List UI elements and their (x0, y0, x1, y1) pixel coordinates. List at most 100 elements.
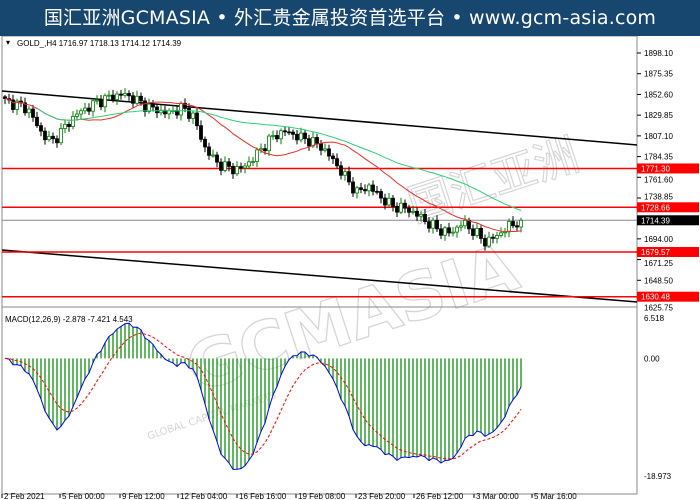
candle-body (331, 155, 335, 160)
candle-body (363, 189, 367, 192)
candle-body (283, 130, 287, 133)
time-tick-label: 26 Feb 12:00 (416, 492, 464, 500)
candle-body (111, 94, 115, 100)
candle-body (135, 95, 139, 104)
candle-body (511, 221, 515, 227)
price-level-label: 1728.66 (641, 203, 670, 212)
time-tick-label: 16 Feb 16:00 (239, 492, 287, 500)
price-level-label: 1679.57 (641, 248, 670, 257)
candle-body (355, 187, 359, 194)
candle-body (235, 166, 239, 175)
price-tick-label: 1898.10 (644, 49, 673, 58)
current-price-tag (637, 215, 699, 226)
price-tick-label: 1625.75 (644, 304, 673, 313)
candle-body (515, 225, 519, 228)
macd-tick-label: 0.00 (644, 354, 660, 363)
candle-body (439, 228, 443, 236)
macd-line (4, 322, 522, 470)
candle-body (359, 187, 363, 190)
candle-body (419, 213, 423, 217)
symbol-dropdown-icon[interactable]: ▾ (6, 38, 10, 47)
price-tick-label: 1875.35 (644, 70, 673, 79)
candle-body (199, 125, 203, 140)
moving-average-line (36, 108, 522, 211)
candle-body (431, 219, 435, 229)
candle-body (339, 165, 343, 176)
candle-body (459, 225, 463, 228)
candle-body (295, 133, 299, 141)
time-tick-label: 9 Feb 12:00 (122, 492, 165, 500)
candle-body (63, 123, 67, 129)
candle-body (519, 219, 523, 228)
candle-body (247, 161, 251, 167)
candle-body (227, 161, 231, 167)
candle-body (427, 221, 431, 229)
candle-body (103, 95, 107, 108)
candle-body (95, 99, 99, 102)
macd-signal-line (4, 332, 522, 460)
macd-label: MACD(12,26,9) -2.878 -7.421 4.543 (5, 315, 133, 324)
broker-banner: 国汇亚洲GCMASIA • 外汇贵金属投资首选平台 • www.gcm-asia… (0, 0, 700, 36)
candle-body (255, 149, 259, 162)
upper-trendline (1, 90, 638, 146)
price-level-tag (637, 163, 699, 174)
candle-body (475, 228, 479, 236)
macd-tick-label: 6.518 (644, 314, 665, 323)
candle-body (407, 207, 411, 213)
time-tick-label: 2 Feb 2021 (4, 492, 45, 500)
price-tick-label: 1648.50 (644, 276, 673, 285)
time-tick-label: 3 Mar 00:00 (476, 492, 519, 500)
price-panel (1, 88, 638, 303)
candle-body (91, 100, 95, 112)
price-tick-label: 1807.10 (644, 132, 673, 141)
candle-body (279, 130, 283, 140)
candle-body (379, 191, 383, 199)
candle-body (395, 205, 399, 213)
candle-body (375, 190, 379, 193)
candle-body (319, 142, 323, 151)
candle-body (151, 103, 155, 108)
candle-body (119, 93, 123, 96)
candle-body (15, 100, 19, 110)
candle-body (383, 197, 387, 206)
candle-body (455, 226, 459, 233)
candle-body (35, 116, 39, 127)
moving-average-line (4, 98, 522, 233)
candle-body (179, 102, 183, 116)
candle-body (139, 95, 143, 102)
candle-body (55, 138, 59, 144)
macd-tick-label: -18.973 (644, 472, 672, 481)
candle-body (191, 112, 195, 119)
candle-body (195, 112, 199, 127)
candle-body (263, 148, 267, 152)
price-chart[interactable]: GCMASIA 国汇亚洲 GLOBAL CAPITAL MARKETS 1898… (0, 36, 700, 500)
candle-body (303, 132, 307, 140)
candle-body (443, 227, 447, 236)
candle-body (435, 219, 439, 230)
candle-body (463, 219, 467, 227)
candle-body (11, 99, 15, 110)
candle-body (23, 102, 27, 114)
candle-body (351, 181, 355, 194)
price-tick-label: 1852.60 (644, 90, 673, 99)
candle-body (367, 184, 371, 192)
candle-body (411, 210, 415, 213)
time-tick-label: 5 Feb 00:00 (62, 492, 105, 500)
price-level-tag (637, 246, 699, 257)
candle-body (87, 107, 91, 112)
price-level-label: 1630.48 (641, 293, 670, 302)
candle-body (275, 135, 279, 140)
candle-body (387, 197, 391, 206)
time-tick-label: 5 Mar 16:00 (534, 492, 577, 500)
candle-body (347, 171, 351, 183)
candle-body (223, 161, 227, 171)
candle-body (471, 228, 475, 236)
candle-body (243, 165, 247, 169)
candle-body (291, 131, 295, 135)
candle-body (207, 146, 211, 156)
candle-body (59, 128, 63, 144)
candle-body (323, 148, 327, 151)
candle-body (327, 148, 331, 157)
candle-body (271, 135, 275, 137)
candle-body (183, 102, 187, 109)
